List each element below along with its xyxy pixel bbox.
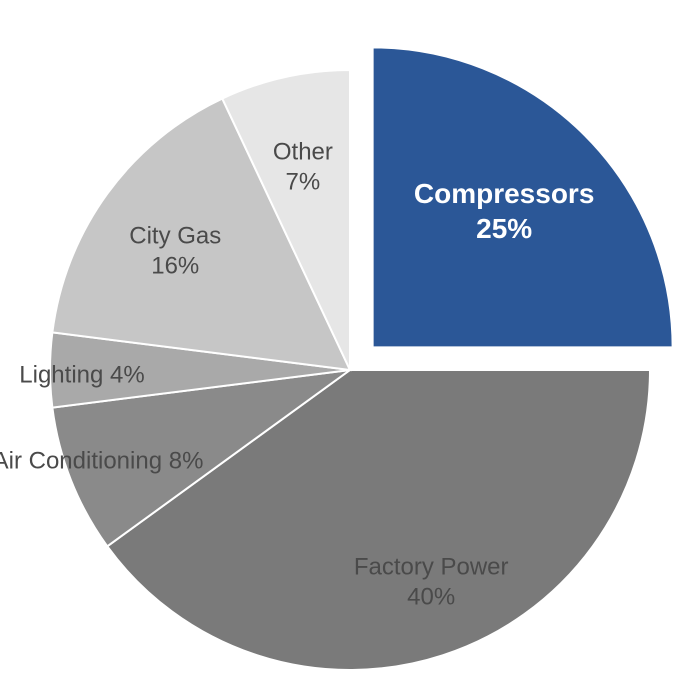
slice-label-percent: 7%	[286, 169, 321, 196]
slice-label: Lighting 4%	[19, 361, 144, 388]
slice-label-percent: 40%	[407, 584, 455, 611]
slice-label-percent: 25%	[476, 213, 532, 244]
slice-label-name: Factory Power	[354, 554, 509, 581]
slice-label-name: Air Conditioning 8%	[0, 447, 203, 474]
slice-label-name: Compressors	[414, 178, 595, 209]
pie-chart: Compressors 25% Factory Power 40% Air Condit…	[0, 0, 700, 700]
slice-label-percent: 16%	[151, 252, 199, 279]
slice-label-name: Other	[273, 139, 333, 166]
slice-label-name: Lighting 4%	[19, 361, 144, 388]
slice-label-name: City Gas	[129, 222, 221, 249]
slice-label: Air Conditioning 8%	[0, 447, 203, 474]
